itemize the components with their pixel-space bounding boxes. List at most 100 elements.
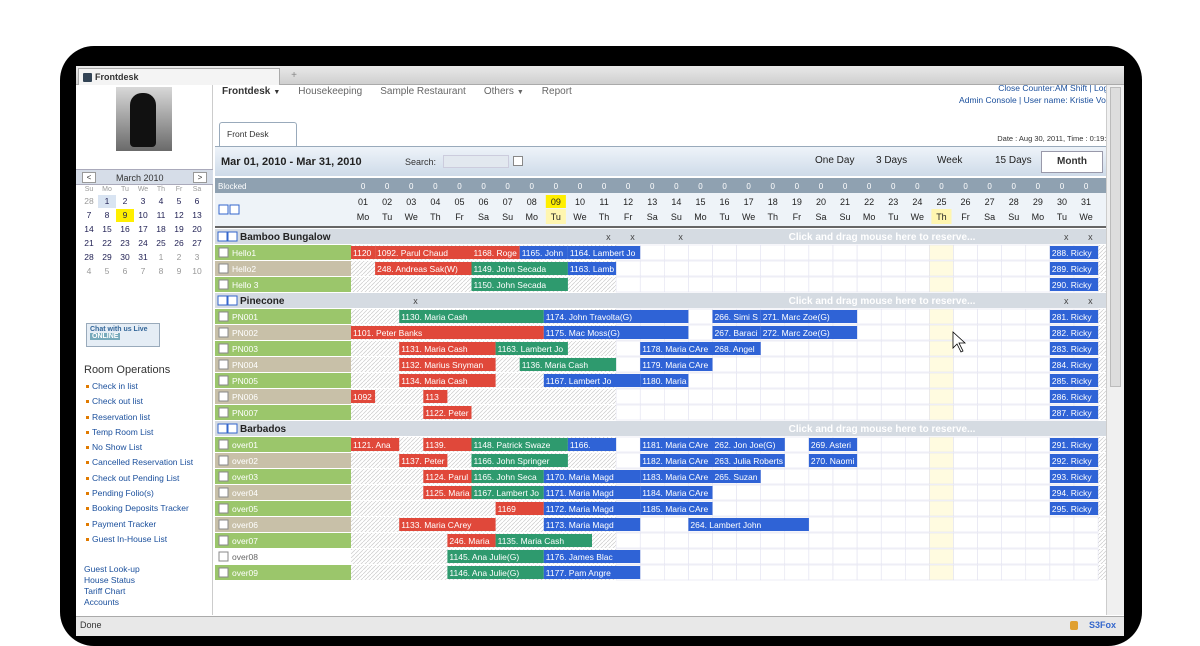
day-cell[interactable] <box>664 244 689 261</box>
day-cell[interactable] <box>615 532 641 549</box>
day-cell[interactable] <box>1025 340 1051 357</box>
day-cell[interactable] <box>953 276 978 293</box>
day-cell[interactable] <box>1001 468 1027 485</box>
day-cell[interactable] <box>905 356 930 373</box>
day-cell[interactable] <box>905 404 930 421</box>
mini-calendar-day[interactable]: 1 <box>98 195 116 208</box>
day-cell[interactable] <box>832 516 858 533</box>
close-icon[interactable]: x <box>606 232 611 242</box>
day-cell[interactable] <box>1073 548 1099 565</box>
day-cell[interactable] <box>712 484 737 501</box>
calendar-icon[interactable] <box>217 423 228 434</box>
admin-console-link[interactable]: Admin Console | User name: Kristie Vogue <box>959 95 1120 105</box>
mini-calendar-day[interactable]: 31 <box>138 252 148 262</box>
day-cell[interactable] <box>784 484 810 501</box>
nav-item[interactable]: Sample Restaurant <box>380 86 466 97</box>
reservation-block[interactable] <box>471 470 544 483</box>
day-cell[interactable] <box>856 548 882 565</box>
reservation-block[interactable] <box>543 374 641 387</box>
mini-calendar-day[interactable]: 6 <box>122 266 128 276</box>
day-cell[interactable] <box>760 468 786 485</box>
reservation-block[interactable] <box>543 518 641 531</box>
day-cell[interactable] <box>1025 548 1051 565</box>
mini-calendar-day[interactable]: 15 <box>102 224 112 234</box>
day-cell[interactable] <box>880 548 906 565</box>
day-cell[interactable] <box>1025 516 1051 533</box>
drag-hint[interactable]: Click and drag mouse here to reserve... <box>789 232 976 243</box>
reservation-block[interactable] <box>543 502 641 515</box>
reservation-block[interactable] <box>712 326 761 339</box>
day-cell[interactable] <box>856 340 882 357</box>
reservation-block[interactable] <box>688 518 809 531</box>
day-cell[interactable] <box>760 244 786 261</box>
day-cell[interactable] <box>905 340 930 357</box>
day-cell[interactable] <box>880 340 906 357</box>
day-cell[interactable] <box>688 324 713 341</box>
close-icon[interactable]: x <box>678 232 683 242</box>
day-cell[interactable] <box>1073 516 1099 533</box>
room-checkbox[interactable] <box>218 311 229 322</box>
mini-calendar-day[interactable]: 3 <box>194 252 200 262</box>
day-cell[interactable] <box>953 564 978 581</box>
day-cell[interactable] <box>832 468 858 485</box>
day-cell[interactable] <box>712 404 737 421</box>
reservation-block[interactable] <box>423 486 472 499</box>
mini-calendar-day[interactable]: 21 <box>84 238 94 248</box>
day-cell[interactable] <box>905 532 930 549</box>
day-cell[interactable] <box>953 436 978 453</box>
reservation-block[interactable] <box>1049 502 1099 515</box>
reservation-block[interactable] <box>423 438 472 451</box>
reservation-block[interactable] <box>1049 438 1099 451</box>
day-cell[interactable] <box>712 372 737 389</box>
reservation-block[interactable] <box>640 358 713 371</box>
reservation-block[interactable] <box>567 438 617 451</box>
day-cell[interactable] <box>1025 484 1051 501</box>
day-cell[interactable] <box>1001 372 1027 389</box>
day-cell[interactable] <box>688 388 713 405</box>
reservation-block[interactable] <box>1049 278 1099 291</box>
nav-item[interactable]: Others ▼ <box>484 86 524 97</box>
day-cell[interactable] <box>784 260 810 277</box>
day-cell[interactable] <box>615 436 641 453</box>
room-checkbox[interactable] <box>218 359 229 370</box>
day-cell[interactable] <box>1025 260 1051 277</box>
search-icon[interactable] <box>227 231 238 242</box>
reservation-block[interactable] <box>640 342 713 355</box>
reservation-block[interactable] <box>471 438 568 451</box>
day-cell[interactable] <box>856 532 882 549</box>
day-cell[interactable] <box>880 276 906 293</box>
day-cell[interactable] <box>856 372 882 389</box>
mini-calendar-day[interactable]: 8 <box>158 266 164 276</box>
day-cell[interactable] <box>856 564 882 581</box>
day-cell[interactable] <box>784 468 810 485</box>
day-cell[interactable] <box>929 564 954 581</box>
day-cell[interactable] <box>929 356 954 373</box>
mini-calendar-day[interactable]: 27 <box>192 238 202 248</box>
day-cell[interactable] <box>688 308 713 325</box>
day-cell[interactable] <box>977 404 1002 421</box>
mini-calendar-day[interactable]: 17 <box>138 224 148 234</box>
day-cell[interactable] <box>712 548 737 565</box>
day-cell[interactable] <box>615 404 641 421</box>
day-cell[interactable] <box>808 244 834 261</box>
day-cell[interactable] <box>856 244 882 261</box>
reservation-block[interactable] <box>543 326 689 339</box>
reservation-block[interactable] <box>423 390 448 403</box>
day-cell[interactable] <box>712 244 737 261</box>
day-cell[interactable] <box>953 260 978 277</box>
reservation-block[interactable] <box>399 358 496 371</box>
next-month-button[interactable]: > <box>193 172 207 183</box>
browser-tab[interactable]: Frontdesk <box>78 68 280 85</box>
day-cell[interactable] <box>1001 260 1027 277</box>
reservation-block[interactable] <box>808 454 858 467</box>
reservation-block[interactable] <box>567 246 641 259</box>
room-checkbox[interactable] <box>218 535 229 546</box>
day-cell[interactable] <box>832 388 858 405</box>
day-cell[interactable] <box>1025 452 1051 469</box>
day-cell[interactable] <box>1001 564 1027 581</box>
day-cell[interactable] <box>977 468 1002 485</box>
day-cell[interactable] <box>856 516 882 533</box>
reservation-block[interactable] <box>375 262 472 275</box>
day-cell[interactable] <box>712 388 737 405</box>
day-cell[interactable] <box>639 564 665 581</box>
